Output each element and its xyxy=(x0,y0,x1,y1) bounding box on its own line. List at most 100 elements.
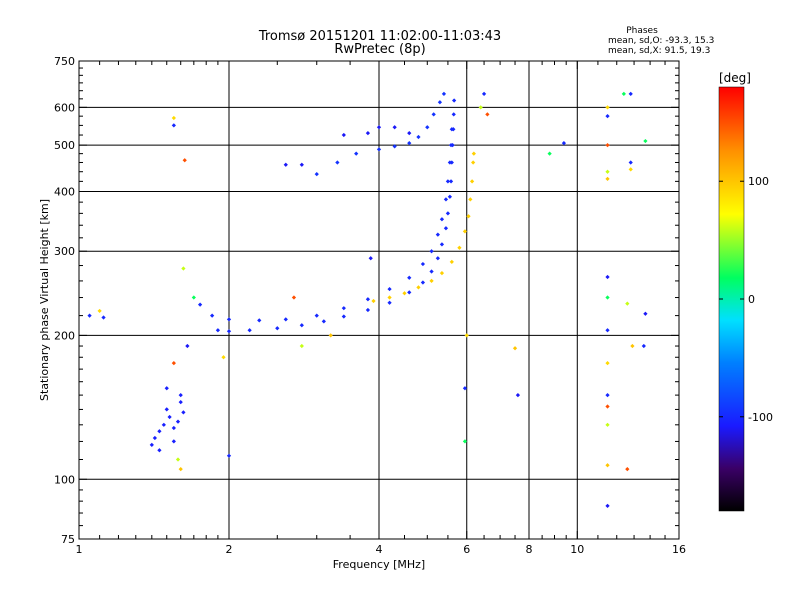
data-point xyxy=(448,179,454,184)
data-point xyxy=(97,308,102,314)
data-point xyxy=(87,313,92,318)
data-point xyxy=(365,130,371,136)
x-axis-label: Frequency [MHz] xyxy=(333,558,425,571)
data-point xyxy=(171,123,176,128)
data-point xyxy=(643,311,648,316)
data-point xyxy=(392,125,397,130)
data-point xyxy=(101,315,106,320)
data-point xyxy=(407,140,412,146)
y-axis-label: Stationary phase Virtual Height [km] xyxy=(38,199,51,401)
data-point xyxy=(152,435,158,441)
data-point xyxy=(605,392,610,398)
data-point xyxy=(171,439,176,444)
data-point xyxy=(605,169,610,174)
data-point xyxy=(605,274,610,280)
data-point xyxy=(449,127,454,132)
data-point xyxy=(402,291,407,296)
y-tick-label: 600 xyxy=(54,101,75,114)
axis-ticks xyxy=(78,60,680,540)
data-point xyxy=(371,298,376,304)
data-point xyxy=(210,313,215,318)
data-point xyxy=(469,179,475,184)
x-tick-label: 2 xyxy=(226,543,233,556)
y-tick-label: 100 xyxy=(54,473,75,486)
y-tick-label: 75 xyxy=(61,533,75,546)
data-point xyxy=(445,211,451,216)
data-point xyxy=(605,503,610,508)
data-point xyxy=(178,392,183,398)
data-point xyxy=(630,343,635,349)
data-point xyxy=(605,114,610,119)
data-point xyxy=(605,295,610,300)
data-point xyxy=(435,256,440,261)
data-point xyxy=(605,105,610,110)
data-point xyxy=(226,453,232,458)
data-point xyxy=(275,326,280,331)
data-point xyxy=(314,313,319,318)
data-point xyxy=(164,407,169,412)
data-point xyxy=(621,91,626,97)
data-point xyxy=(515,392,521,398)
colorbar-tick-label: 0 xyxy=(748,293,755,306)
data-point xyxy=(420,261,426,267)
data-point xyxy=(185,343,190,349)
data-point xyxy=(478,105,483,110)
data-point xyxy=(191,295,196,300)
data-point xyxy=(448,143,454,148)
data-point xyxy=(407,130,412,136)
data-point xyxy=(171,115,176,121)
data-point xyxy=(441,91,447,97)
data-point xyxy=(447,160,452,165)
data-point xyxy=(257,318,262,323)
data-point xyxy=(149,442,154,448)
x-tick-label: 8 xyxy=(526,543,533,556)
data-point xyxy=(512,346,518,351)
data-point xyxy=(605,422,610,427)
data-point xyxy=(299,323,304,328)
data-point xyxy=(451,112,456,117)
data-point xyxy=(387,286,392,292)
data-point xyxy=(485,112,490,117)
data-point xyxy=(157,448,162,453)
data-point xyxy=(197,302,203,307)
data-point xyxy=(157,429,162,434)
data-point xyxy=(641,343,646,349)
data-point xyxy=(416,285,421,290)
colorbar-gradient xyxy=(718,86,745,512)
x-tick-label: 10 xyxy=(570,543,584,556)
data-point xyxy=(226,317,232,322)
data-point xyxy=(431,112,436,117)
data-point xyxy=(392,144,397,149)
data-point xyxy=(328,333,333,338)
data-point xyxy=(416,134,421,140)
data-point xyxy=(628,91,633,97)
data-point xyxy=(445,179,451,184)
grid xyxy=(79,61,679,539)
data-point xyxy=(376,125,382,130)
data-point xyxy=(178,467,183,472)
data-point xyxy=(420,280,426,285)
data-point xyxy=(341,306,346,311)
data-point xyxy=(387,295,392,300)
data-point xyxy=(628,160,633,165)
data-point xyxy=(182,158,187,163)
chart-title: Tromsø 20151201 11:02:00-11:03:43 xyxy=(258,29,501,44)
data-point xyxy=(625,467,630,472)
y-tick-label: 200 xyxy=(54,329,75,342)
data-point xyxy=(247,328,252,333)
data-point xyxy=(471,160,476,165)
y-tick-label: 750 xyxy=(54,55,75,68)
data-point xyxy=(468,197,473,202)
data-point xyxy=(435,232,440,237)
data-point xyxy=(175,457,181,462)
colorbar-ticks: 100 0 -100 xyxy=(719,175,773,424)
data-point xyxy=(605,463,610,468)
data-point xyxy=(429,269,434,274)
data-point xyxy=(407,275,412,280)
y-tick-label: 300 xyxy=(54,245,75,258)
data-point xyxy=(447,194,452,199)
chart-subtitle: RwPretec (8p) xyxy=(334,42,425,57)
data-point xyxy=(299,162,304,167)
data-point xyxy=(354,151,359,156)
